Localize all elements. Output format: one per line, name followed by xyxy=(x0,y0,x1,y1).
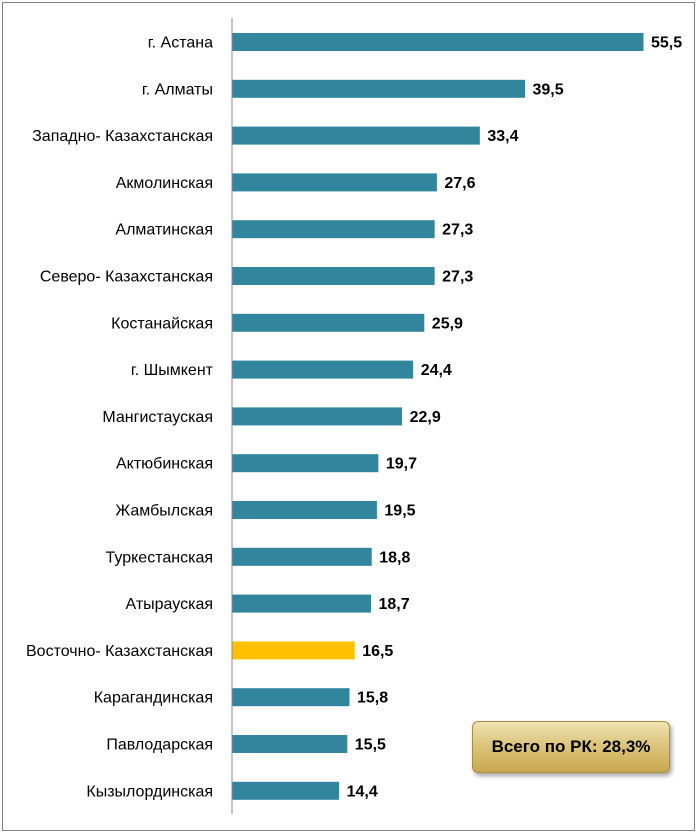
data-label: 22,9 xyxy=(410,409,441,426)
bar xyxy=(232,313,425,332)
data-label: 14,4 xyxy=(347,783,378,800)
category-label: Костанайская xyxy=(111,315,213,332)
bar xyxy=(232,501,377,519)
category-label: Восточно- Казахстанская xyxy=(26,643,213,660)
category-label: Карагандинская xyxy=(94,690,213,707)
data-label: 25,9 xyxy=(432,315,463,332)
bar xyxy=(232,220,435,239)
category-label: Атырауская xyxy=(126,596,214,613)
category-label: Северо- Казахстанская xyxy=(40,269,213,286)
data-label: 16,5 xyxy=(362,643,393,660)
bar xyxy=(232,126,480,145)
category-label: г. Шымкент xyxy=(131,362,214,379)
data-label: 19,7 xyxy=(386,456,417,473)
category-label: Западно- Казахстанская xyxy=(32,128,213,145)
data-label: 27,3 xyxy=(442,269,473,286)
data-label: 19,5 xyxy=(384,503,415,520)
category-label: Туркестанская xyxy=(106,549,213,566)
data-label: 33,4 xyxy=(487,128,518,145)
total-badge: Всего по РК: 28,3% xyxy=(472,721,670,773)
category-label: Актюбинская xyxy=(116,456,213,473)
category-label: г. Астана xyxy=(148,35,213,52)
category-label: Акмолинская xyxy=(116,175,213,192)
data-label: 18,8 xyxy=(379,549,410,566)
bar xyxy=(232,688,350,707)
category-label: Мангистауская xyxy=(102,409,213,426)
bar xyxy=(232,360,414,379)
data-label: 27,6 xyxy=(444,175,475,192)
bar xyxy=(232,547,372,566)
bar xyxy=(232,267,435,285)
category-label: Кызылординская xyxy=(86,783,213,800)
bar xyxy=(232,79,526,98)
category-label: Павлодарская xyxy=(106,737,213,754)
data-label: 15,5 xyxy=(355,737,386,754)
data-label: 18,7 xyxy=(378,596,409,613)
data-label: 39,5 xyxy=(533,81,564,98)
data-label: 27,3 xyxy=(442,222,473,239)
category-label: Жамбылская xyxy=(115,503,213,520)
bar xyxy=(232,594,371,613)
data-label: 55,5 xyxy=(651,35,682,52)
bar xyxy=(232,173,437,192)
bar xyxy=(232,33,644,51)
category-label: г. Алматы xyxy=(142,81,213,98)
data-label: 15,8 xyxy=(357,690,388,707)
bar xyxy=(232,454,379,473)
data-label: 24,4 xyxy=(421,362,452,379)
bar xyxy=(232,735,348,753)
bar xyxy=(232,781,340,800)
bar xyxy=(232,641,355,660)
category-label: Алматинская xyxy=(115,222,213,239)
bar xyxy=(232,407,403,426)
